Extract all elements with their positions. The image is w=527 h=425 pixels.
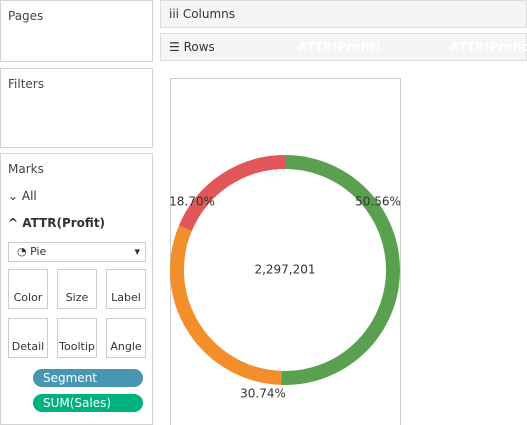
rows-label: Rows	[183, 40, 215, 54]
donut-segment	[170, 225, 282, 385]
marks-card: Marks ⌄ All ^ ATTR(Profit) ◔ Pie ▾ Color …	[0, 153, 153, 425]
sales-pill[interactable]: SUM(Sales)	[33, 394, 143, 412]
columns-title: iii Columns	[169, 7, 236, 21]
value-label: 50.56%	[355, 195, 401, 209]
row-pill[interactable]: ATTR(Profit)	[450, 40, 527, 54]
label-button[interactable]: Label	[106, 269, 146, 309]
angle-button[interactable]: Angle	[106, 318, 146, 358]
donut-segment	[280, 155, 400, 385]
pages-title: Pages	[8, 9, 44, 23]
rows-title: ☰ Rows	[169, 40, 215, 54]
row-pill[interactable]: ATTR(Profit)	[298, 40, 381, 54]
button-label: Tooltip	[59, 340, 95, 353]
button-label: Detail	[11, 340, 45, 353]
color-button[interactable]: Color	[8, 269, 48, 309]
filters-title: Filters	[8, 77, 44, 91]
detail-button[interactable]: Detail	[8, 318, 48, 358]
columns-label: Columns	[182, 7, 236, 21]
measure-row[interactable]: ^ ATTR(Profit)	[8, 216, 106, 230]
mark-type: Pie	[30, 245, 47, 258]
measure-label: ATTR(Profit)	[22, 216, 106, 230]
pane	[170, 78, 401, 425]
pages-card: Pages	[0, 0, 153, 62]
button-label: Size	[65, 291, 89, 304]
size-button[interactable]: Size	[57, 269, 97, 309]
tooltip-button[interactable]: Tooltip	[57, 318, 97, 358]
value-label: 30.74%	[240, 387, 286, 401]
all-label: All	[21, 189, 37, 203]
center-label: 2,297,201	[254, 263, 315, 277]
all-row[interactable]: ⌄ All	[8, 189, 37, 203]
marks-title: Marks	[8, 162, 44, 176]
value-label: 18.70%	[169, 195, 215, 209]
button-label: Angle	[110, 340, 142, 353]
donut-segment	[178, 155, 286, 232]
filters-card: Filters	[0, 68, 153, 148]
button-label: Color	[13, 291, 43, 304]
columns-shelf: iii Columns	[160, 0, 527, 28]
button-label: Label	[111, 291, 141, 304]
mark-type-dropdown[interactable]: ◔ Pie ▾	[8, 242, 146, 262]
segment-pill[interactable]: Segment	[33, 369, 143, 387]
